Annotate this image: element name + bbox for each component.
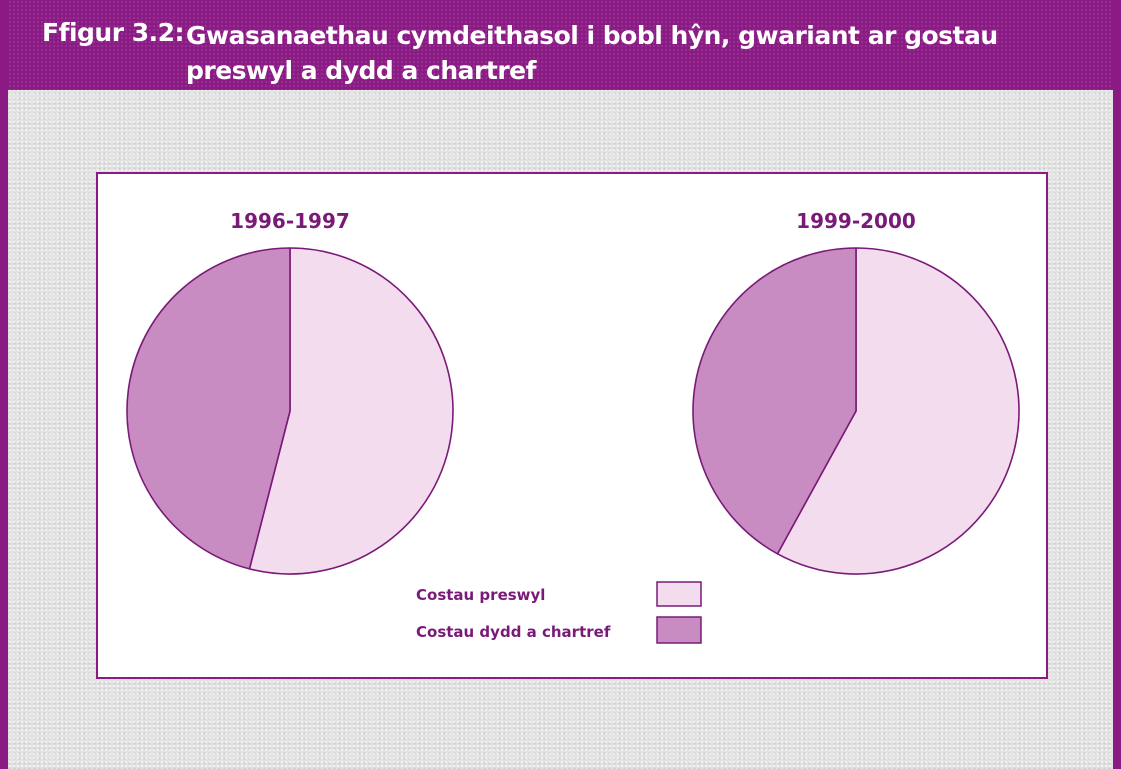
chart-panel: 1996-1997 1999-2000 Costau preswyl Costa…: [96, 172, 1048, 679]
pie-title-1999-2000: 1999-2000: [796, 209, 916, 233]
pie-charts: 1996-1997 1999-2000 Costau preswyl Costa…: [126, 209, 1020, 644]
figure-number: Ffigur 3.2:: [42, 18, 185, 47]
slice-day-home: [692, 247, 857, 555]
slice-residential: [248, 247, 454, 575]
legend-swatch-day-home: [656, 616, 702, 644]
pie-chart-1999-2000: 1999-2000: [692, 209, 1020, 575]
pie-title-1996-1997: 1996-1997: [230, 209, 350, 233]
pie-chart-1996-1997: 1996-1997: [126, 209, 454, 575]
legend-label-day-home: Costau dydd a chartref: [416, 623, 611, 641]
figure-title: Gwasanaethau cymdeithasol i bobl hŷn, gw…: [186, 21, 998, 85]
legend: Costau preswyl Costau dydd a chartref: [416, 581, 702, 644]
legend-label-residential: Costau preswyl: [416, 586, 545, 604]
slice-residential: [776, 247, 1020, 575]
legend-swatch-residential: [656, 581, 702, 607]
figure-header: Ffigur 3.2: Gwasanaethau cymdeithasol i …: [0, 0, 1121, 90]
slice-day-home: [126, 247, 291, 570]
